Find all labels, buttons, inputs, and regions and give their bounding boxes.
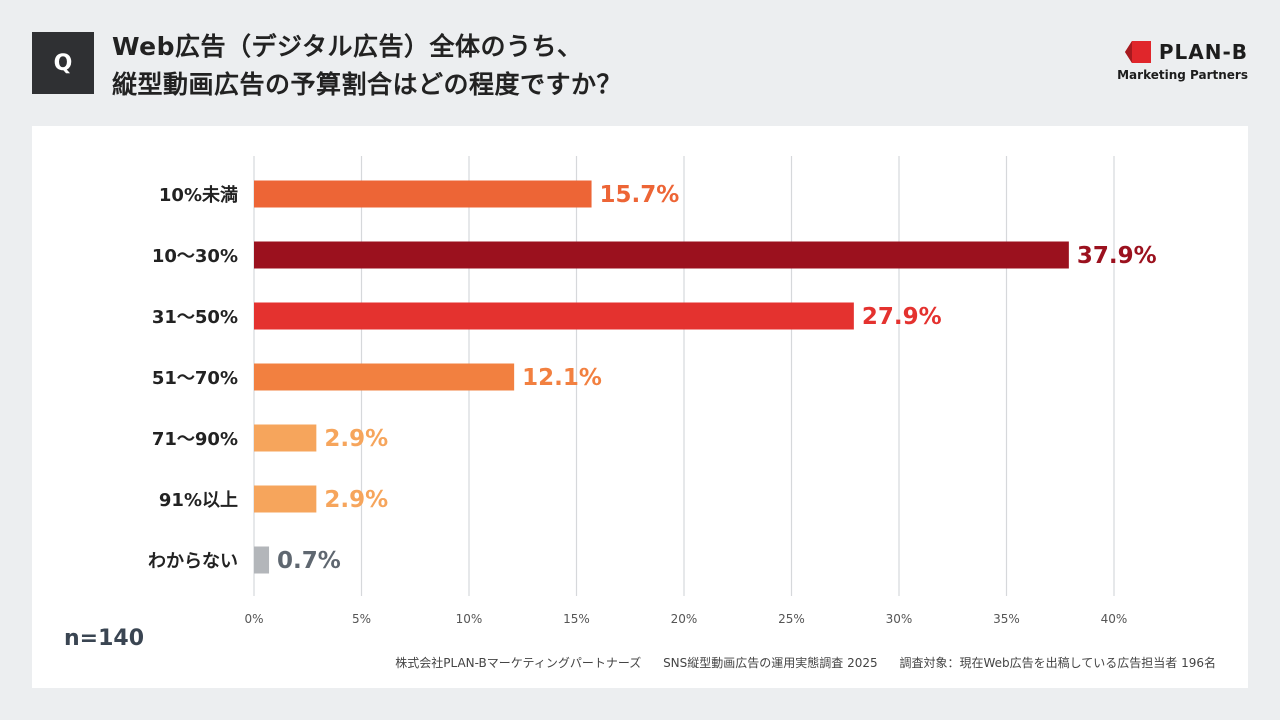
bar bbox=[254, 485, 317, 513]
x-tick-label: 20% bbox=[671, 612, 698, 626]
brand-logo: PLAN-B Marketing Partners bbox=[1117, 40, 1248, 82]
category-label: 91%以上 bbox=[159, 490, 238, 511]
x-tick-label: 15% bbox=[563, 612, 590, 626]
value-label: 27.9% bbox=[862, 304, 942, 330]
category-label: 31〜50% bbox=[152, 307, 238, 328]
brand-tagline: Marketing Partners bbox=[1117, 68, 1248, 82]
x-tick-label: 35% bbox=[993, 612, 1020, 626]
question-line-2: 縦型動画広告の予算割合はどの程度ですか？ bbox=[112, 70, 623, 99]
chart-panel: 0% 5% 10% 15% 20% 25% 30% 35% 40% 10%未満 15.7% 10〜30… bbox=[32, 126, 1248, 688]
category-label: わからない bbox=[148, 551, 238, 572]
x-tick-label: 40% bbox=[1101, 612, 1128, 626]
bar bbox=[254, 241, 1069, 269]
source-survey: SNS縦型動画広告の運用実態調査 2025 bbox=[663, 656, 878, 670]
question-title: Web広告（デジタル広告）全体のうち、 縦型動画広告の予算割合はどの程度ですか？ bbox=[112, 28, 622, 104]
question-line-1: Web広告（デジタル広告）全体のうち、 bbox=[112, 32, 583, 61]
source-target: 調査対象：現在Web広告を出稿している広告担当者 196名 bbox=[899, 656, 1216, 670]
x-tick-label: 25% bbox=[778, 612, 805, 626]
x-tick-label: 5% bbox=[352, 612, 371, 626]
brand-name: PLAN-B bbox=[1158, 40, 1248, 64]
bar bbox=[254, 546, 270, 574]
value-label: 0.7% bbox=[277, 548, 341, 574]
category-label: 10〜30% bbox=[152, 246, 238, 267]
bar bbox=[254, 302, 854, 330]
value-label: 12.1% bbox=[522, 365, 602, 391]
x-tick-label: 0% bbox=[244, 612, 263, 626]
bar bbox=[254, 180, 592, 208]
bar bbox=[254, 424, 317, 452]
question-badge: Q bbox=[32, 32, 94, 94]
source-company: 株式会社PLAN-Bマーケティングパートナーズ bbox=[395, 656, 642, 670]
value-label: 2.9% bbox=[324, 426, 388, 452]
plan-b-logo-icon bbox=[1124, 41, 1151, 63]
value-label: 15.7% bbox=[600, 182, 680, 208]
x-tick-label: 30% bbox=[886, 612, 913, 626]
value-label: 2.9% bbox=[324, 487, 388, 513]
x-tick-label: 10% bbox=[456, 612, 483, 626]
category-label: 10%未満 bbox=[159, 184, 238, 206]
sample-size: n=140 bbox=[64, 626, 145, 651]
bar bbox=[254, 363, 515, 391]
category-label: 71〜90% bbox=[152, 429, 238, 450]
bar-chart: 0% 5% 10% 15% 20% 25% 30% 35% 40% 10%未満 15.7% 10〜30… bbox=[148, 156, 1157, 626]
value-label: 37.9% bbox=[1077, 243, 1157, 269]
source-note: 株式会社PLAN-Bマーケティングパートナーズ SNS縦型動画広告の運用実態調査… bbox=[395, 654, 1216, 671]
category-label: 51〜70% bbox=[152, 368, 238, 389]
